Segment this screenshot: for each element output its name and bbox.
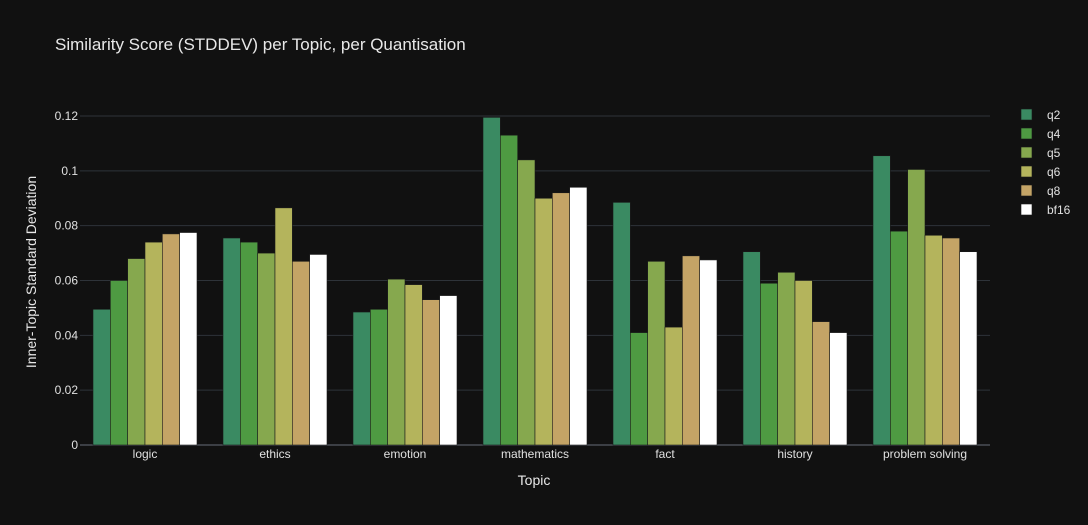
bar-q8-mathematics — [552, 192, 570, 446]
y-tick-label: 0.08 — [55, 219, 79, 233]
bar-bf16-problem-solving — [959, 251, 978, 446]
bar-q8-emotion — [422, 299, 440, 446]
x-tick-label: fact — [655, 447, 675, 461]
legend-swatch — [1020, 165, 1033, 178]
x-tick-label: emotion — [384, 447, 427, 461]
bar-q2-problem-solving — [872, 155, 891, 446]
legend-item-q5[interactable]: q5 — [1020, 146, 1061, 160]
bar-q5-problem-solving — [907, 169, 926, 446]
legend-swatch — [1020, 203, 1033, 216]
legend-swatch — [1020, 184, 1033, 197]
bar-q2-mathematics — [482, 117, 501, 446]
legend-label: bf16 — [1047, 203, 1071, 217]
bar-q6-ethics — [274, 207, 293, 446]
bar-q6-logic — [144, 241, 163, 446]
x-axis-title: Topic — [518, 472, 551, 488]
bar-q5-history — [777, 271, 796, 446]
bar-bf16-logic — [179, 232, 198, 446]
y-tick-label: 0.02 — [55, 383, 79, 397]
legend-label: q8 — [1047, 184, 1061, 198]
bar-q8-ethics — [292, 261, 310, 446]
bar-q5-mathematics — [517, 159, 536, 446]
legend-label: q6 — [1047, 165, 1061, 179]
bar-q4-history — [760, 282, 778, 446]
legend-item-q2[interactable]: q2 — [1020, 108, 1061, 122]
x-tick-label: history — [777, 447, 812, 461]
legend-item-bf16[interactable]: bf16 — [1020, 203, 1071, 217]
y-tick-label: 0 — [71, 438, 78, 452]
bar-q8-problem-solving — [942, 237, 960, 446]
legend: q2 q4 q5 q6 q8 bf16 — [1020, 108, 1071, 217]
bar-q4-logic — [110, 280, 128, 446]
y-tick-label: 0.1 — [61, 164, 78, 178]
legend-item-q4[interactable]: q4 — [1020, 127, 1061, 141]
x-axis: logic ethics emotion mathematics fact history… — [133, 447, 967, 461]
bar-q4-emotion — [370, 308, 388, 446]
legend-swatch — [1020, 108, 1033, 121]
y-tick-label: 0.04 — [55, 328, 79, 342]
bar-q2-emotion — [352, 311, 371, 446]
y-axis: 0 0.02 0.04 0.06 0.08 0.1 0.12 — [55, 109, 79, 452]
legend-item-q6[interactable]: q6 — [1020, 165, 1061, 179]
bar-bf16-mathematics — [569, 186, 588, 446]
x-tick-label: logic — [133, 447, 158, 461]
bar-q2-logic — [92, 308, 111, 446]
bar-q8-fact — [682, 255, 700, 446]
bar-q6-fact — [664, 326, 683, 446]
bar-q5-emotion — [387, 278, 406, 446]
bar-q4-ethics — [240, 241, 258, 446]
y-axis-title: Inner-Topic Standard Deviation — [23, 176, 39, 368]
bar-q4-mathematics — [500, 134, 518, 446]
bar-q5-logic — [127, 258, 146, 446]
x-tick-label: problem solving — [883, 447, 967, 461]
bar-q5-fact — [647, 261, 666, 446]
x-tick-label: mathematics — [501, 447, 569, 461]
bar-q2-ethics — [222, 237, 241, 446]
legend-label: q4 — [1047, 127, 1061, 141]
legend-label: q5 — [1047, 146, 1061, 160]
bar-q6-history — [794, 280, 813, 446]
bar-q8-history — [812, 321, 830, 446]
bar-q6-mathematics — [534, 197, 553, 446]
bar-bf16-ethics — [309, 254, 328, 446]
legend-swatch — [1020, 146, 1033, 159]
legend-label: q2 — [1047, 108, 1061, 122]
bar-bf16-history — [829, 332, 848, 446]
bars — [92, 117, 978, 446]
bar-q6-emotion — [404, 284, 423, 446]
legend-swatch — [1020, 127, 1033, 140]
bar-q2-history — [742, 251, 761, 446]
y-tick-label: 0.06 — [55, 274, 79, 288]
bar-bf16-fact — [699, 259, 718, 446]
x-tick-label: ethics — [259, 447, 290, 461]
bar-bf16-emotion — [439, 295, 458, 446]
bar-q8-logic — [162, 233, 180, 446]
y-tick-label: 0.12 — [55, 109, 79, 123]
bar-q5-ethics — [257, 252, 276, 446]
bar-q4-fact — [630, 332, 648, 446]
bar-q4-problem-solving — [890, 230, 908, 446]
legend-item-q8[interactable]: q8 — [1020, 184, 1061, 198]
bar-q2-fact — [612, 202, 631, 446]
bar-q6-problem-solving — [924, 234, 943, 446]
chart-title: Similarity Score (STDDEV) per Topic, per… — [55, 35, 466, 54]
